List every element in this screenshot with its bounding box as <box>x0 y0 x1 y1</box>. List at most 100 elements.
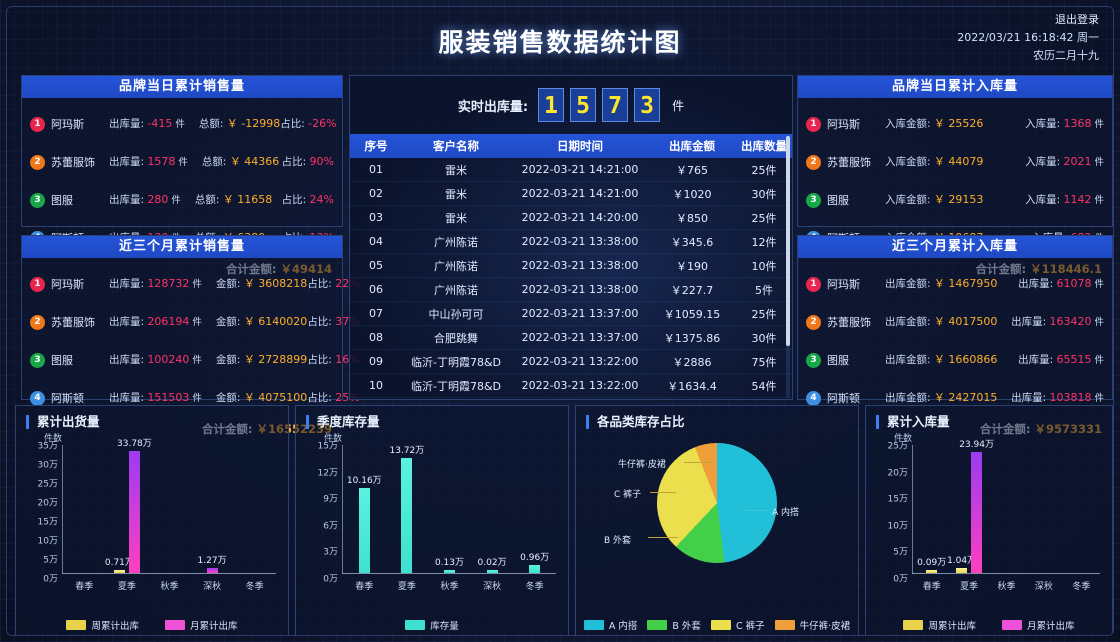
panel-brand-inbound-3months: 近三个月累计入库量 1 阿玛斯 出库金额: ￥ 1467950 出库量: 61078 … <box>797 235 1113 436</box>
panel-title: 近三个月累计销售量 <box>22 236 342 258</box>
brand-metrics: 出库金额: ￥ 1467950 出库量: 61078 件 <box>885 276 1104 290</box>
brand-metrics: 出库量: 280 件总额: ￥ 11658 占比: 24% <box>109 192 334 206</box>
legend-item[interactable]: A 内搭 <box>583 618 638 632</box>
brand-row: 2 苏蕾服饰 出库量: 206194 件金额: ￥ 6140020 占比: 37% <box>30 303 360 341</box>
brand-metrics: 入库金额: ￥ 25526 入库量: 1368 件 <box>885 116 1104 130</box>
outbound-table-body: 01 雷米 2022-03-21 14:21:00 ￥765 25件 02 雷米 2022-0… <box>350 158 792 398</box>
page-title: 服装销售数据统计图 <box>438 28 682 57</box>
table-row[interactable]: 03 雷米 2022-03-21 14:20:00 ￥850 25件 <box>350 206 792 230</box>
bar[interactable]: 0.09万 <box>917 558 946 573</box>
bar[interactable]: 0.13万 <box>435 558 464 573</box>
qty-label: 出库量: <box>1018 353 1054 366</box>
x-tick: 秋季 <box>997 582 1016 592</box>
amount-label: 总额: <box>194 193 220 206</box>
rank-badge: 2 <box>806 154 821 170</box>
bar[interactable]: 1.04万 <box>947 556 976 573</box>
bar[interactable]: 0.71万 <box>105 558 134 573</box>
brand-name: 阿斯顿 <box>51 392 84 405</box>
brand-metrics: 出库量: -415 件总额: ￥ -12998 占比: -26% <box>109 116 337 130</box>
brand-name: 阿玛斯 <box>51 118 84 131</box>
brand-row: 2 苏蕾服饰 出库量: 1578 件总额: ￥ 44366 占比: 90% <box>30 143 334 181</box>
table-row[interactable]: 08 合肥跳舞 2022-03-21 13:37:00 ￥1375.86 30件 <box>350 326 792 350</box>
rank-badge: 1 <box>806 116 821 132</box>
bar-value-label: 0.71万 <box>104 558 134 568</box>
y-tick: 20万 <box>37 498 58 509</box>
ratio-label: 占比: <box>281 155 307 168</box>
bar[interactable]: 0.02万 <box>478 558 507 573</box>
brand-inbound-3m-list: 1 阿玛斯 出库金额: ￥ 1467950 出库量: 61078 件 2 苏蕾服饰 出库金额… <box>798 258 1112 419</box>
legend-item[interactable]: 周累计出库 <box>66 618 139 632</box>
bar[interactable]: 33.78万 <box>117 439 152 573</box>
chart-legend: A 内搭 B 外套 C 裤子 牛仔裤·皮裙 <box>576 618 858 632</box>
col-header-no: 序号 <box>364 139 388 153</box>
legend-swatch <box>1002 620 1022 630</box>
qty-value: 1368 <box>1063 116 1092 130</box>
amount-value: ￥ 4075100 <box>243 390 308 404</box>
qty-value: 103818 <box>1049 390 1092 404</box>
bar-value-label: 33.78万 <box>117 439 152 450</box>
bar-group: 0.71万 33.78万 1.27万 <box>63 439 276 573</box>
table-row[interactable]: 09 临沂-丁明霞78&D 2022-03-21 13:22:00 ￥2886 75件 <box>350 350 792 374</box>
table-row[interactable]: 04 广州陈诺 2022-03-21 13:38:00 ￥345.6 12件 <box>350 230 792 254</box>
legend-swatch <box>66 620 87 630</box>
brand-name: 苏蕾服饰 <box>51 156 95 169</box>
amount-value: ￥ 4017500 <box>933 314 998 328</box>
qty-label: 出库量: <box>109 117 145 130</box>
brand-row: 3 图服 入库金额: ￥ 29153 入库量: 1142 件 <box>806 181 1104 219</box>
brand-row: 1 阿玛斯 出库量: 128732 件金额: ￥ 3608218 占比: 22% <box>30 265 360 303</box>
legend-item[interactable]: C 裤子 <box>710 618 765 632</box>
cell-customer: 中山孙可可 <box>428 307 484 321</box>
col-header-qty: 出库数量 <box>741 139 787 153</box>
cell-no: 01 <box>369 163 383 176</box>
panel-title: 近三个月累计入库量 <box>798 236 1112 258</box>
qty-value: 128732 <box>147 276 190 290</box>
bar[interactable]: 1.27万 <box>198 556 227 573</box>
pie-label-d: 牛仔裤·皮裙 <box>618 460 666 470</box>
logout-link[interactable]: 退出登录 <box>1055 13 1099 26</box>
bar[interactable]: 13.72万 <box>390 446 424 573</box>
table-row[interactable]: 07 中山孙可可 2022-03-21 13:37:00 ￥1059.15 25件 <box>350 302 792 326</box>
cell-no: 09 <box>369 355 383 368</box>
qty-value: 1142 <box>1063 192 1092 206</box>
cell-customer: 广州陈诺 <box>434 259 478 273</box>
table-row[interactable]: 06 广州陈诺 2022-03-21 13:38:00 ￥227.7 5件 <box>350 278 792 302</box>
bar[interactable]: 0.96万 <box>520 553 549 573</box>
cell-datetime: 2022-03-21 14:21:00 <box>521 187 639 200</box>
bar[interactable]: 23.94万 <box>959 440 994 573</box>
brand-row: 1 阿玛斯 入库金额: ￥ 25526 入库量: 1368 件 <box>806 105 1104 143</box>
legend-swatch <box>774 620 795 630</box>
legend-item[interactable]: 月累计出库 <box>165 618 238 632</box>
x-tick: 秋季 <box>440 582 459 592</box>
brand-row: 4 阿斯顿 出库量: 151503 件金额: ￥ 4075100 占比: 25% <box>30 379 360 417</box>
table-row[interactable]: 02 雷米 2022-03-21 14:21:00 ￥1020 30件 <box>350 182 792 206</box>
amount-value: ￥ 25526 <box>933 116 984 130</box>
table-row[interactable]: 10 临沂-丁明霞78&D 2022-03-21 13:22:00 ￥1634.4 54… <box>350 374 792 398</box>
brand-name: 阿玛斯 <box>827 278 860 291</box>
legend-item[interactable]: 月累计出库 <box>1002 618 1075 632</box>
y-tick: 6万 <box>323 521 338 532</box>
table-row[interactable]: 01 雷米 2022-03-21 14:21:00 ￥765 25件 <box>350 158 792 182</box>
cell-customer: 广州陈诺 <box>434 235 478 249</box>
legend-swatch <box>710 620 731 630</box>
legend-item[interactable]: 库存量 <box>405 618 459 632</box>
rank-badge: 3 <box>806 352 821 368</box>
x-tick: 夏季 <box>117 582 136 592</box>
legend-swatch <box>903 620 924 630</box>
table-row[interactable]: 05 广州陈诺 2022-03-21 13:38:00 ￥190 10件 <box>350 254 792 278</box>
brand-metrics: 出库金额: ￥ 4017500 出库量: 163420 件 <box>885 314 1104 328</box>
brand-metrics: 入库金额: ￥ 44079 入库量: 2021 件 <box>885 154 1104 168</box>
qty-label: 出库量: <box>109 193 145 206</box>
cell-datetime: 2022-03-21 13:37:00 <box>521 307 639 320</box>
legend-item[interactable]: B 外套 <box>647 618 701 632</box>
legend-item[interactable]: 牛仔裤·皮裙 <box>774 618 850 632</box>
table-scrollbar[interactable] <box>786 136 790 398</box>
amount-value: ￥ 44366 <box>229 154 280 168</box>
pie-slices[interactable] <box>657 443 777 563</box>
legend-item[interactable]: 周累计出库 <box>903 618 976 632</box>
bar[interactable]: 10.16万 <box>347 476 382 573</box>
cell-customer: 合肥跳舞 <box>434 331 478 345</box>
legend-label: A 内搭 <box>608 621 638 632</box>
y-axis <box>912 445 913 574</box>
legend-label: 月累计出库 <box>190 621 238 632</box>
brand-name: 阿玛斯 <box>51 278 84 291</box>
